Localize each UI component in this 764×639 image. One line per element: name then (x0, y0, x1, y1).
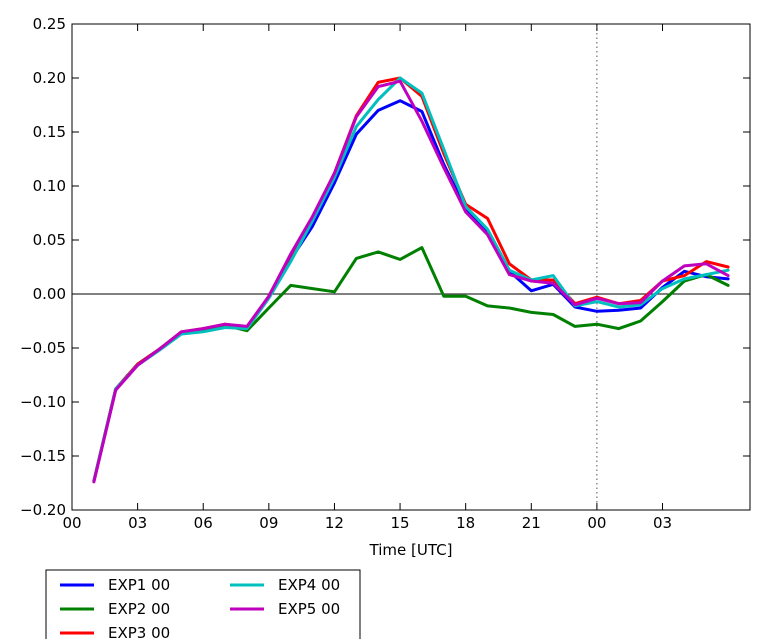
x-tick-label: 18 (456, 514, 475, 532)
y-tick-label: −0.20 (20, 501, 66, 519)
legend-label-exp1-00: EXP1 00 (108, 576, 170, 594)
legend-box (45, 569, 361, 639)
legend-label-exp2-00: EXP2 00 (108, 600, 170, 618)
x-tick-label: 03 (653, 514, 672, 532)
y-tick-label: 0.05 (33, 231, 66, 249)
series-line-exp5-00 (92, 79, 730, 484)
x-tick-label: 12 (325, 514, 344, 532)
reference-lines (72, 24, 750, 510)
y-tick-label: 0.20 (33, 69, 66, 87)
x-axis-ticks: 00 03 06 09 12 15 18 21 00 03 (62, 24, 672, 532)
x-tick-label: 00 (587, 514, 606, 532)
legend-label-exp5-00: EXP5 00 (278, 600, 340, 618)
x-tick-label: 15 (391, 514, 410, 532)
series-line-exp4-00 (92, 76, 730, 483)
series-lines (92, 76, 730, 484)
plot-background (72, 24, 750, 510)
y-axis-ticks: −0.20 −0.15 −0.10 −0.05 0.00 0.05 0.10 0.15 0.20… (20, 15, 750, 519)
x-tick-label: 06 (194, 514, 213, 532)
x-tick-label: 09 (259, 514, 278, 532)
axes-frame (71, 23, 751, 511)
y-tick-label: 0.15 (33, 123, 66, 141)
legend-label-exp4-00: EXP4 00 (278, 576, 340, 594)
y-tick-label: 0.10 (33, 177, 66, 195)
plot-frame (71, 23, 751, 511)
x-tick-label: 03 (128, 514, 147, 532)
y-tick-label: −0.10 (20, 393, 66, 411)
y-tick-label: −0.05 (20, 339, 66, 357)
x-tick-label: 00 (62, 514, 81, 532)
y-tick-label: 0.00 (33, 285, 66, 303)
x-axis-title: Time [UTC] (369, 541, 453, 559)
legend: EXP1 00 EXP2 00 EXP3 00 EXP4 00 EXP5 00 (45, 569, 361, 639)
legend-label-exp3-00: EXP3 00 (108, 624, 170, 639)
x-tick-label: 21 (522, 514, 541, 532)
plot-area (72, 24, 750, 510)
y-tick-label: −0.15 (20, 447, 66, 465)
y-tick-label: 0.25 (33, 15, 66, 33)
